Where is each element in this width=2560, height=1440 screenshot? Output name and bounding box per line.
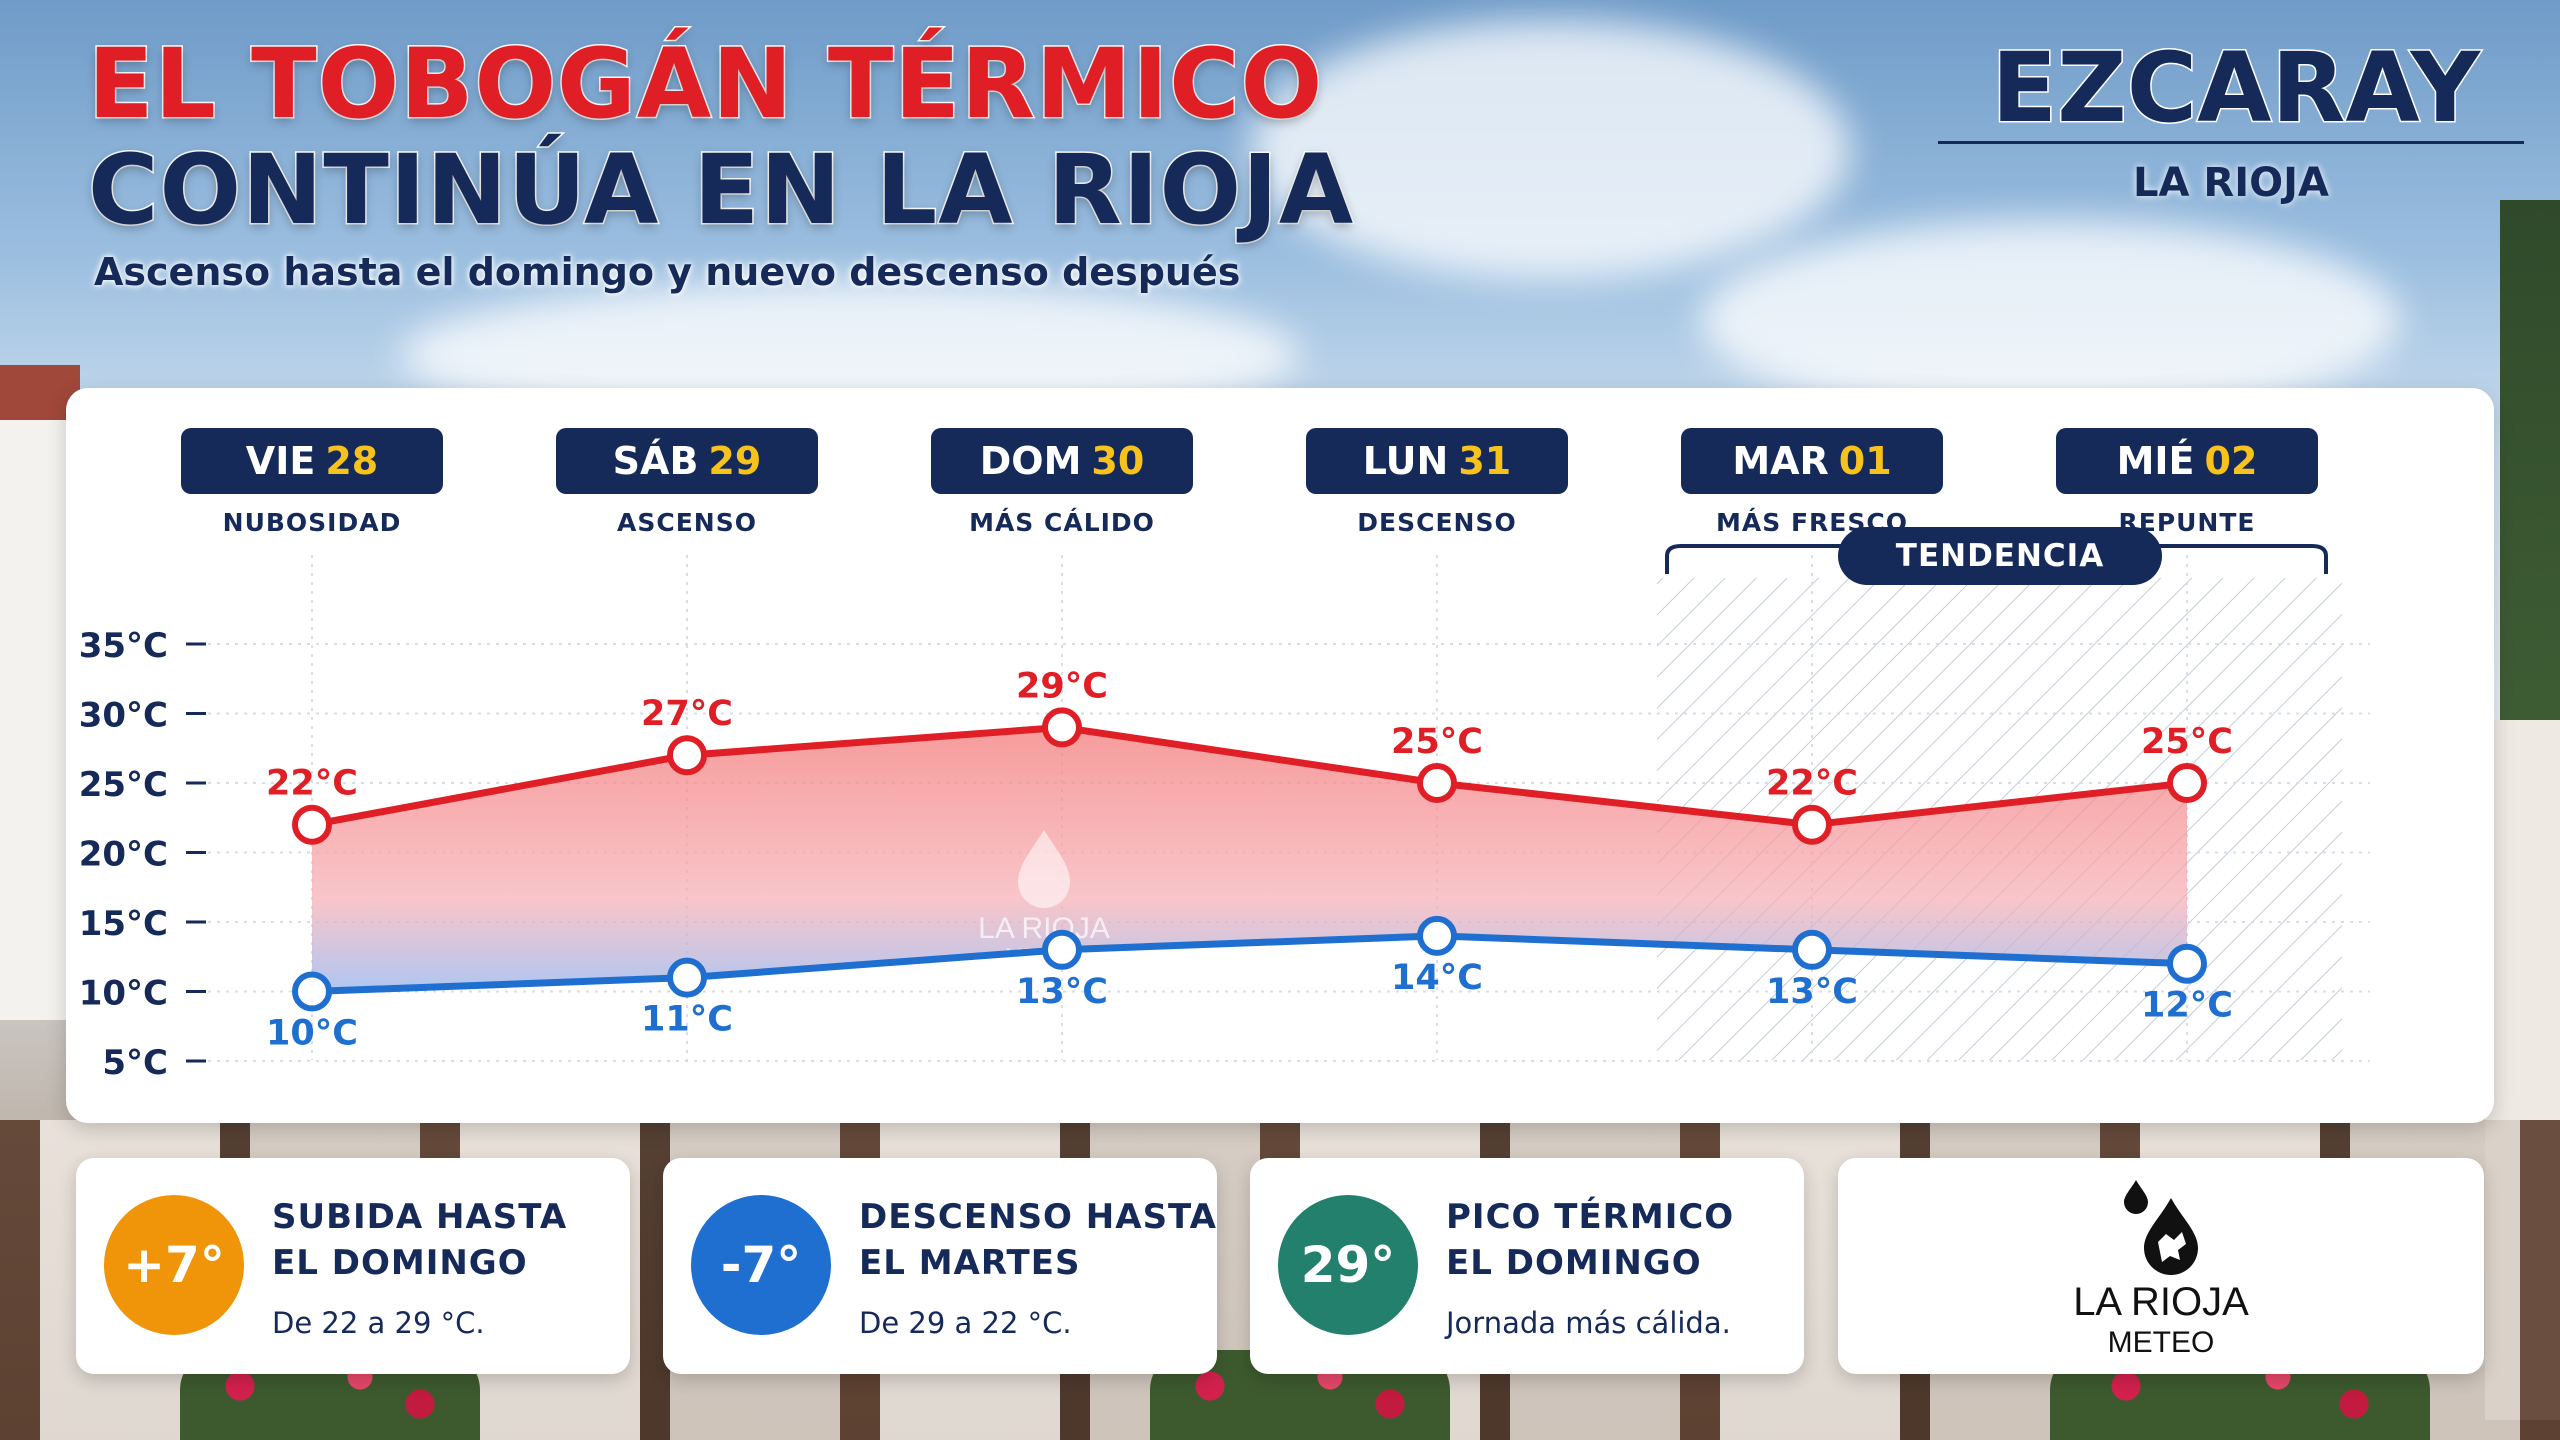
y-tick-label: 35°C <box>79 626 168 666</box>
peak-value-badge: 29° <box>1278 1195 1418 1335</box>
max-temperature-label: 22°C <box>1766 764 1858 804</box>
info-card-peak: 29° PICO TÉRMICO EL DOMINGO Jornada más … <box>1250 1158 1804 1374</box>
day-note: DESCENSO <box>1357 508 1517 537</box>
min-temperature-line <box>311 932 2188 995</box>
max-temperature-line <box>311 723 2188 829</box>
day-badge: DOM 30 <box>931 428 1193 494</box>
y-tick-label: 5°C <box>102 1043 168 1083</box>
card-detail: De 29 a 22 °C. <box>859 1306 1072 1340</box>
max-temperature-label: 29°C <box>1016 666 1108 706</box>
page-subtitle: Ascenso hasta el domingo y nuevo descens… <box>94 250 1241 294</box>
card-heading-line1: PICO TÉRMICO <box>1446 1197 1735 1237</box>
card-heading-line2: EL DOMINGO <box>272 1243 528 1283</box>
location-region: LA RIOJA <box>2133 160 2329 206</box>
info-card-rise: +7° SUBIDA HASTA EL DOMINGO De 22 a 29 °… <box>76 1158 630 1374</box>
y-tick-label: 30°C <box>79 696 168 736</box>
max-temperature-point <box>1792 804 1832 845</box>
trend-label: TENDENCIA <box>1838 527 2162 585</box>
max-temperature-label: 22°C <box>266 764 358 804</box>
card-heading-line1: DESCENSO HASTA <box>859 1197 1217 1237</box>
day-name: MIÉ <box>2116 439 2195 483</box>
min-temperature-point <box>2167 943 2207 984</box>
min-temperature-point <box>1792 929 1832 970</box>
day-number: 29 <box>708 439 762 483</box>
max-temperature-point <box>667 735 707 776</box>
y-tick-label: 10°C <box>79 974 168 1014</box>
min-temperature-point <box>1417 915 1457 956</box>
day-name: SÁB <box>612 439 699 483</box>
card-detail: De 22 a 29 °C. <box>272 1306 485 1340</box>
card-heading: SUBIDA HASTA EL DOMINGO <box>272 1194 632 1286</box>
day-note: MÁS CÁLIDO <box>969 508 1155 537</box>
page-title-line2: CONTINÚA EN LA RIOJA <box>86 133 1355 248</box>
info-card-drop: -7° DESCENSO HASTA EL MARTES De 29 a 22 … <box>663 1158 1217 1374</box>
location-divider <box>1938 141 2524 144</box>
min-temperature-label: 12°C <box>2141 986 2233 1026</box>
day-number: 30 <box>1091 439 1145 483</box>
water-drop-logo-icon <box>2124 1180 2198 1275</box>
brand-logo-card: LA RIOJA METEO <box>1838 1158 2484 1374</box>
max-temperature-point <box>2167 763 2207 803</box>
card-heading-line2: EL MARTES <box>859 1243 1081 1283</box>
day-name: MAR <box>1732 439 1829 483</box>
day-badge: MIÉ 02 <box>2056 428 2318 494</box>
min-temperature-point <box>667 957 707 998</box>
day-note: ASCENSO <box>617 508 757 537</box>
temperature-range-band <box>312 727 2187 992</box>
day-number: 01 <box>1838 439 1892 483</box>
y-tick-label: 15°C <box>79 904 168 944</box>
card-heading-line2: EL DOMINGO <box>1446 1243 1702 1283</box>
day-number: 28 <box>325 439 379 483</box>
location-title: EZCARAY <box>1990 31 2481 146</box>
day-number: 02 <box>2204 439 2258 483</box>
day-badge: LUN 31 <box>1306 428 1568 494</box>
day-name: DOM <box>979 439 1082 483</box>
max-temperature-label: 27°C <box>641 694 733 734</box>
min-temperature-point <box>292 971 332 1012</box>
min-temperature-label: 10°C <box>266 1014 358 1054</box>
watermark-text-line1: LA RIOJA <box>978 912 1110 945</box>
min-temperature-point <box>1042 929 1082 970</box>
day-name: LUN <box>1362 439 1449 483</box>
y-tick-label: 25°C <box>79 765 168 805</box>
max-temperature-point <box>1417 763 1457 803</box>
page-title-line1: EL TOBOGÁN TÉRMICO <box>86 27 1324 142</box>
max-temperature-point <box>292 804 332 845</box>
logo-text-line2: METEO <box>2107 1326 2215 1359</box>
day-name: VIE <box>245 439 316 483</box>
min-temperature-label: 11°C <box>641 1000 733 1040</box>
card-detail: Jornada más cálida. <box>1446 1306 1731 1340</box>
card-heading-line1: SUBIDA HASTA <box>272 1197 568 1237</box>
day-note: NUBOSIDAD <box>222 508 402 537</box>
day-number: 31 <box>1458 439 1512 483</box>
max-temperature-label: 25°C <box>2141 722 2233 762</box>
day-badge: SÁB 29 <box>556 428 818 494</box>
day-badge: MAR 01 <box>1681 428 1943 494</box>
y-tick-label: 20°C <box>79 835 168 875</box>
card-heading: DESCENSO HASTA EL MARTES <box>859 1194 1219 1286</box>
rise-value-badge: +7° <box>104 1195 244 1335</box>
max-temperature-label: 25°C <box>1391 722 1483 762</box>
min-temperature-label: 13°C <box>1016 972 1108 1012</box>
card-heading: PICO TÉRMICO EL DOMINGO <box>1446 1194 1806 1286</box>
day-badge: VIE 28 <box>181 428 443 494</box>
max-temperature-point <box>1042 707 1082 748</box>
logo-text-line1: LA RIOJA <box>2073 1280 2249 1324</box>
min-temperature-label: 14°C <box>1391 958 1483 998</box>
drop-value-badge: -7° <box>691 1195 831 1335</box>
watermark-drop-icon <box>1018 830 1070 908</box>
min-temperature-label: 13°C <box>1766 972 1858 1012</box>
